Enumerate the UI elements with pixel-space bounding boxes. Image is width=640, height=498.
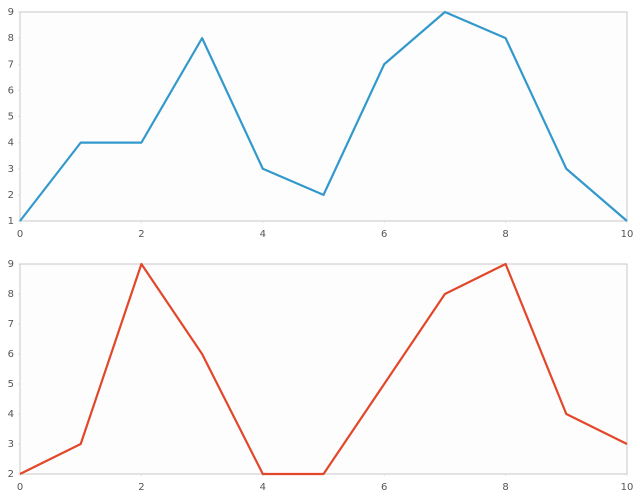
y-tick-label: 3 xyxy=(8,439,14,450)
y-tick-label: 4 xyxy=(8,409,14,420)
y-tick-label: 9 xyxy=(8,259,14,270)
y-tick-label: 8 xyxy=(8,33,14,44)
y-tick-label: 4 xyxy=(8,138,14,149)
plot-frame xyxy=(19,263,628,475)
x-tick-label: 8 xyxy=(502,229,508,240)
x-tick-label: 2 xyxy=(138,229,144,240)
x-tick-label: 8 xyxy=(502,482,508,493)
y-tick-label: 6 xyxy=(8,349,14,360)
line xyxy=(19,10,628,222)
y-tick-label: 5 xyxy=(8,112,14,123)
y-tick-label: 1 xyxy=(8,216,14,227)
x-tick-label: 6 xyxy=(381,229,387,240)
x-tick-label: 6 xyxy=(381,482,387,493)
y-tick-label: 6 xyxy=(8,85,14,96)
x-tick-label: 0 xyxy=(17,482,23,493)
x-tick-label: 2 xyxy=(138,482,144,493)
plot-frame xyxy=(19,11,628,222)
line xyxy=(19,262,628,476)
y-tick-label: 7 xyxy=(8,59,14,70)
y-tick-label: 2 xyxy=(8,469,14,480)
y-tick-label: 2 xyxy=(8,190,14,201)
x-tick-label: 10 xyxy=(621,482,634,493)
y-tick-label: 9 xyxy=(8,7,14,18)
x-tick-label: 10 xyxy=(621,229,634,240)
x-tick-label: 0 xyxy=(17,229,23,240)
y-tick-label: 3 xyxy=(8,164,14,175)
y-tick-label: 5 xyxy=(8,379,14,390)
x-tick-label: 4 xyxy=(260,482,266,493)
x-tick-label: 4 xyxy=(260,229,266,240)
y-tick-label: 8 xyxy=(8,289,14,300)
y-tick-label: 7 xyxy=(8,319,14,330)
